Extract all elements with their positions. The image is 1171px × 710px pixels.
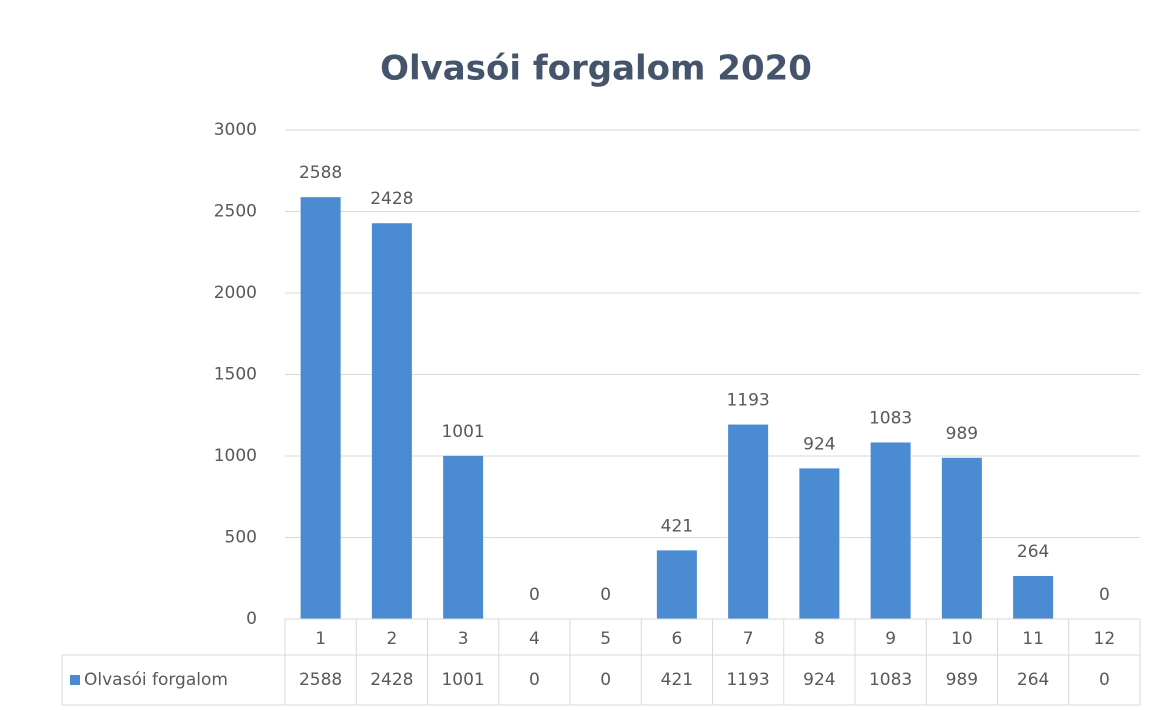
legend-label: Olvasói forgalom xyxy=(84,670,228,690)
bar xyxy=(1013,575,1054,619)
data-label: 1001 xyxy=(441,422,484,442)
data-label: 264 xyxy=(1017,542,1049,562)
data-label: 989 xyxy=(946,424,978,444)
bar xyxy=(656,550,697,619)
table-cell: 0 xyxy=(1099,670,1110,690)
table-cell: 1193 xyxy=(726,670,769,690)
y-tick-label: 500 xyxy=(225,528,257,548)
table-cell: 1083 xyxy=(869,670,912,690)
bar xyxy=(443,455,484,619)
bar xyxy=(728,424,769,619)
bar xyxy=(941,457,982,619)
x-tick-label: 2 xyxy=(386,629,397,649)
y-tick-label: 2500 xyxy=(214,202,257,222)
bar xyxy=(300,197,341,619)
data-label: 0 xyxy=(600,585,611,605)
legend-swatch xyxy=(70,675,80,685)
data-label: 1193 xyxy=(726,391,769,411)
table-cell: 264 xyxy=(1017,670,1049,690)
bar xyxy=(799,468,840,619)
table-cell: 0 xyxy=(600,670,611,690)
x-tick-label: 6 xyxy=(671,629,682,649)
data-label: 0 xyxy=(529,585,540,605)
bar xyxy=(371,223,412,619)
table-cell: 0 xyxy=(529,670,540,690)
y-tick-label: 1500 xyxy=(214,365,257,385)
data-label: 0 xyxy=(1099,585,1110,605)
data-label: 924 xyxy=(803,434,835,454)
chart-title: Olvasói forgalom 2020 xyxy=(380,49,812,89)
x-tick-label: 5 xyxy=(600,629,611,649)
y-tick-label: 1000 xyxy=(214,446,257,466)
x-tick-label: 4 xyxy=(529,629,540,649)
x-tick-label: 9 xyxy=(885,629,896,649)
y-tick-label: 3000 xyxy=(214,120,257,140)
y-tick-label: 2000 xyxy=(214,283,257,303)
x-tick-label: 12 xyxy=(1094,629,1116,649)
table-cell: 924 xyxy=(803,670,835,690)
table-cell: 989 xyxy=(946,670,978,690)
table-cell: 2588 xyxy=(299,670,342,690)
x-tick-label: 8 xyxy=(814,629,825,649)
table-cell: 1001 xyxy=(441,670,484,690)
x-tick-label: 11 xyxy=(1022,629,1044,649)
table-cell: 421 xyxy=(661,670,693,690)
data-label: 2428 xyxy=(370,189,413,209)
bar xyxy=(870,442,911,619)
x-tick-label: 7 xyxy=(743,629,754,649)
x-tick-label: 10 xyxy=(951,629,973,649)
data-label: 2588 xyxy=(299,163,342,183)
x-tick-label: 1 xyxy=(315,629,326,649)
data-label: 1083 xyxy=(869,408,912,428)
x-tick-label: 3 xyxy=(458,629,469,649)
data-label: 421 xyxy=(661,516,693,536)
table-cell: 2428 xyxy=(370,670,413,690)
y-tick-label: 0 xyxy=(246,609,257,629)
